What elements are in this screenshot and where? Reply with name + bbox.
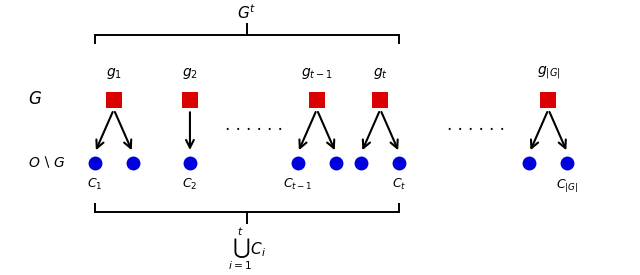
Text: $C_t$: $C_t$ [392, 177, 406, 192]
Text: . . . . . .: . . . . . . [447, 117, 504, 134]
Text: $g_1$: $g_1$ [106, 66, 122, 81]
Text: $g_{t-1}$: $g_{t-1}$ [301, 66, 333, 81]
Text: . . . . . .: . . . . . . [225, 117, 282, 134]
Text: $g_{|G|}$: $g_{|G|}$ [536, 65, 560, 81]
Text: $O \setminus G$: $O \setminus G$ [28, 155, 65, 170]
Text: $C_{|G|}$: $C_{|G|}$ [556, 177, 579, 194]
Text: $g_t$: $g_t$ [373, 66, 388, 81]
Text: $G^t$: $G^t$ [237, 3, 257, 21]
Text: $C_2$: $C_2$ [182, 177, 198, 192]
Text: $\bigcup_{i=1}^{t} C_i$: $\bigcup_{i=1}^{t} C_i$ [228, 226, 266, 272]
Text: $G$: $G$ [28, 91, 42, 108]
Text: $g_2$: $g_2$ [182, 66, 198, 81]
Text: $C_1$: $C_1$ [87, 177, 102, 192]
Text: $C_{t-1}$: $C_{t-1}$ [283, 177, 312, 192]
